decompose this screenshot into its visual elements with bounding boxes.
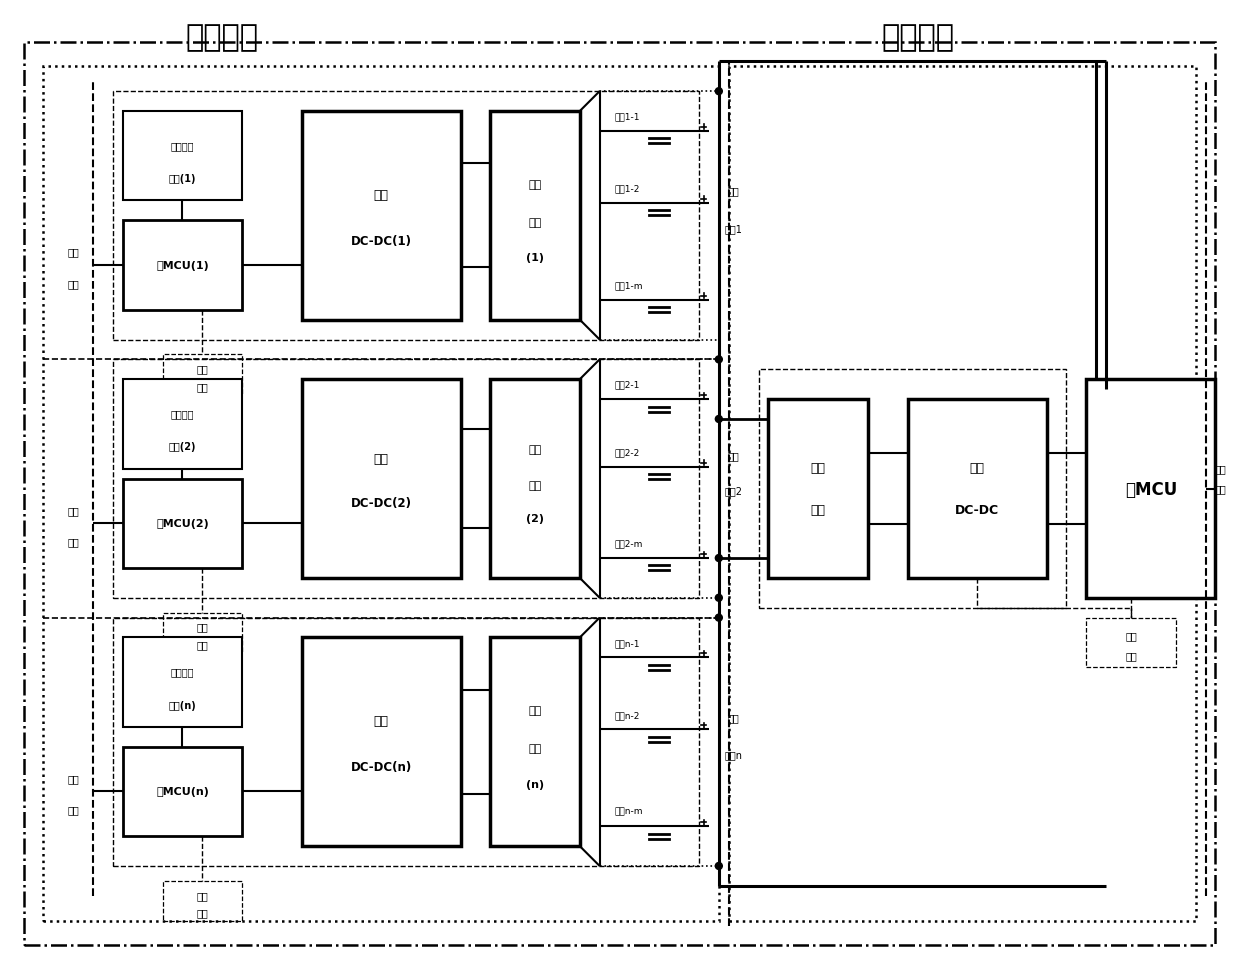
Circle shape (715, 595, 722, 601)
Text: 电池2-m: 电池2-m (615, 539, 643, 548)
Text: 通讯: 通讯 (1214, 465, 1227, 474)
Text: 电池: 电池 (727, 450, 740, 461)
Bar (758, 370, 1067, 608)
Bar (600, 618, 719, 867)
Text: 电池状态: 电池状态 (171, 409, 195, 419)
Bar (162, 881, 242, 920)
Text: 信号: 信号 (1214, 484, 1227, 494)
Text: (2): (2) (527, 513, 544, 524)
Text: 双向: 双向 (970, 461, 985, 474)
Text: (n): (n) (527, 778, 544, 788)
Text: 从MCU(n): 从MCU(n) (156, 786, 209, 797)
Text: 电池状态: 电池状态 (171, 141, 195, 151)
Text: 信号: 信号 (197, 640, 208, 649)
Bar (123, 111, 242, 201)
Bar (123, 221, 242, 310)
Text: 通讯: 通讯 (67, 774, 79, 783)
Bar (123, 479, 242, 568)
Bar (1087, 379, 1215, 599)
Text: 组间均衡: 组间均衡 (881, 23, 954, 52)
Text: 从MCU(1): 从MCU(1) (156, 261, 209, 271)
Text: 电池: 电池 (727, 187, 740, 197)
Bar (43, 67, 719, 920)
Text: 采集(n): 采集(n) (169, 700, 196, 710)
Bar (491, 111, 580, 321)
Text: 控制: 控制 (1125, 631, 1137, 641)
Text: 电池1-2: 电池1-2 (615, 184, 639, 194)
Text: 模块n: 模块n (725, 749, 742, 760)
Bar (162, 613, 242, 652)
Text: 主MCU: 主MCU (1125, 480, 1177, 498)
Bar (301, 111, 461, 321)
Bar (1087, 618, 1176, 668)
Text: 模块2: 模块2 (725, 486, 742, 496)
Bar (123, 747, 242, 836)
Text: 模块1: 模块1 (725, 224, 742, 234)
Bar (162, 355, 242, 395)
Text: 阵列: 阵列 (529, 480, 541, 490)
Bar (491, 638, 580, 846)
Text: 开关: 开关 (529, 706, 541, 716)
Text: 电池: 电池 (727, 712, 740, 722)
Text: 电池n-m: 电池n-m (615, 807, 643, 816)
Text: DC-DC(n): DC-DC(n) (351, 761, 411, 774)
Circle shape (715, 614, 722, 621)
Bar (123, 638, 242, 728)
Text: 电池2-1: 电池2-1 (615, 380, 639, 389)
Text: DC-DC(2): DC-DC(2) (351, 497, 411, 510)
Text: 信号: 信号 (67, 537, 79, 547)
Text: 开关: 开关 (810, 461, 825, 474)
Text: 组内均衡: 组内均衡 (186, 23, 259, 52)
Bar (113, 360, 699, 599)
Circle shape (715, 89, 722, 96)
Text: 阵列: 阵列 (529, 217, 541, 227)
Text: 电池1-1: 电池1-1 (615, 112, 641, 121)
Text: 双向: 双向 (374, 189, 389, 201)
Circle shape (715, 863, 722, 869)
Text: 阵列: 阵列 (529, 743, 541, 753)
Text: DC-DC(1): DC-DC(1) (351, 235, 411, 247)
Circle shape (715, 357, 722, 364)
Text: 电池状态: 电池状态 (171, 667, 195, 677)
Bar (123, 379, 242, 469)
Text: 信号: 信号 (197, 908, 208, 917)
Bar (768, 400, 867, 578)
Text: 通讯: 通讯 (67, 506, 79, 515)
Text: 双向: 双向 (374, 715, 389, 728)
Text: 控制: 控制 (197, 364, 208, 374)
Text: 控制: 控制 (197, 890, 208, 900)
Text: DC-DC: DC-DC (955, 504, 999, 517)
Text: 通讯: 通讯 (67, 247, 79, 257)
Text: 阵列: 阵列 (810, 504, 825, 517)
Text: 信号: 信号 (67, 805, 79, 815)
Text: 采集(2): 采集(2) (169, 442, 196, 452)
Bar (301, 638, 461, 846)
Text: 电池2-2: 电池2-2 (615, 448, 639, 457)
Text: 开关: 开关 (529, 180, 541, 190)
Bar (600, 360, 719, 599)
Text: 电池n-1: 电池n-1 (615, 639, 641, 647)
Bar (729, 67, 1196, 920)
Text: 电池1-m: 电池1-m (615, 281, 643, 290)
Text: 信号: 信号 (197, 381, 208, 392)
Circle shape (715, 416, 722, 423)
Text: 从MCU(2): 从MCU(2) (156, 518, 209, 529)
Text: 开关: 开关 (529, 444, 541, 455)
Text: 信号: 信号 (1125, 650, 1137, 660)
Bar (113, 618, 699, 867)
Bar (907, 400, 1047, 578)
Text: 采集(1): 采集(1) (169, 174, 196, 184)
Bar (491, 379, 580, 578)
Bar (113, 92, 699, 340)
Text: 控制: 控制 (197, 622, 208, 632)
Text: 信号: 信号 (67, 279, 79, 289)
Text: 电池n-2: 电池n-2 (615, 710, 639, 719)
Text: 双向: 双向 (374, 453, 389, 466)
Circle shape (715, 555, 722, 562)
Bar (301, 379, 461, 578)
Text: (1): (1) (527, 252, 544, 263)
Bar (600, 92, 719, 340)
